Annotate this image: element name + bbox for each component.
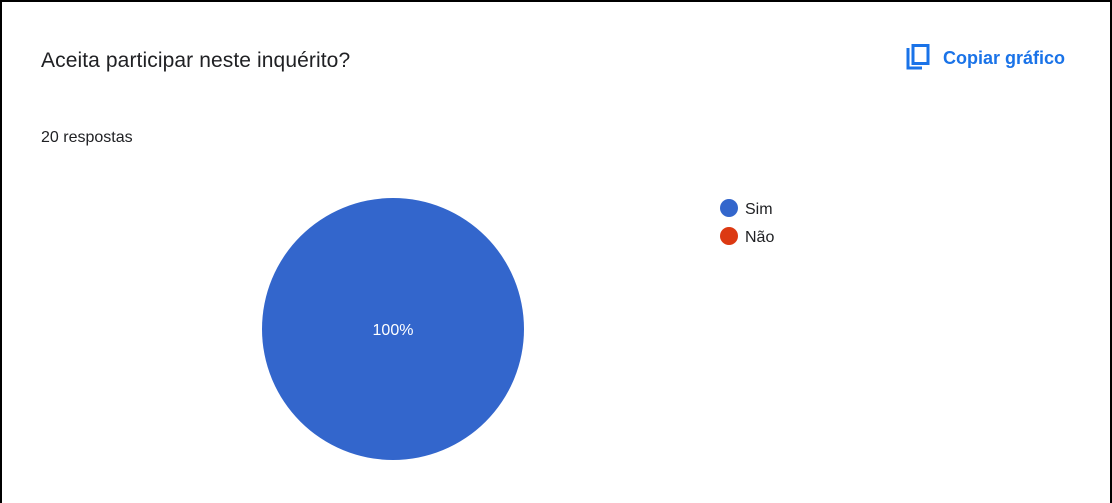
legend-marker-0 [720,199,738,217]
legend-label-0: Sim [745,201,773,218]
copy-icon [906,44,930,70]
response-count: 20 respostas [41,129,133,146]
legend-label-1: Não [745,229,774,246]
copy-chart-label: Copiar gráfico [943,47,1066,68]
copy-chart-button[interactable]: Copiar gráfico [905,44,1065,72]
pie-slice-sim [262,198,524,460]
slice-label: 100% [373,322,414,339]
legend-marker-1 [720,227,738,245]
question-title: Aceita participar neste inquérito? [41,49,351,72]
